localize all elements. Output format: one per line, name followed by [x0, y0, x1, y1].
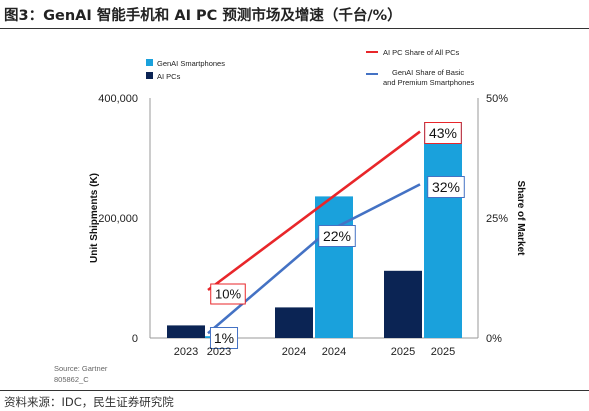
legend-label-genai-share: GenAI Share of Basic and Premium Smartpho… — [383, 68, 475, 87]
source-divider — [0, 390, 589, 391]
x-tick-label: 2023 — [174, 346, 198, 358]
data-label-box — [427, 176, 465, 198]
data-label-box — [424, 122, 462, 144]
legend-swatch-genai-smartphones — [146, 59, 153, 66]
bar-ai-pcs — [167, 325, 205, 338]
y2-axis-title: Share of Market — [515, 180, 526, 256]
y2-tick-label: 0% — [486, 333, 502, 345]
figure-source: 资料来源：IDC，民生证券研究院 — [4, 395, 174, 409]
figure-title: 图3：GenAI 智能手机和 AI PC 预测市场及增速（千台/%） — [4, 8, 402, 24]
data-label-box — [318, 225, 356, 247]
y-tick-label: 200,000 — [98, 213, 138, 225]
bar-ai-pcs — [384, 270, 422, 338]
legend: GenAI Smartphones AI PCs AI PC Share of Al… — [146, 48, 475, 87]
line-ai-pc-share — [207, 130, 421, 292]
legend-label-ai-pc-share: AI PC Share of All PCs — [383, 48, 460, 57]
x-tick-label: 2024 — [282, 346, 306, 358]
chart: 10% 43% 1% 22% 32% 0 200,000 400,000 0% 25% 50% 20… — [54, 48, 526, 384]
x-tick-label: 2025 — [431, 346, 455, 358]
bar-genai-smartphones — [315, 196, 353, 338]
data-label-box — [210, 283, 246, 305]
x-tick-label: 2024 — [322, 346, 346, 358]
bar-genai-smartphones — [424, 122, 462, 338]
legend-swatch-ai-pcs — [146, 72, 153, 79]
data-label: 43% — [429, 125, 457, 141]
data-label: 22% — [323, 228, 351, 244]
title-divider — [0, 28, 589, 29]
data-label: 32% — [432, 179, 460, 195]
legend-label-ai-pcs: AI PCs — [157, 72, 181, 81]
y-axis-title: Unit Shipments (K) — [89, 173, 100, 263]
chart-note-source: Source: Gartner — [54, 364, 108, 373]
y-tick-label: 400,000 — [98, 93, 138, 105]
legend-label-genai-smartphones: GenAI Smartphones — [157, 59, 225, 68]
x-tick-label: 2025 — [391, 346, 415, 358]
data-labels: 10% 43% 1% 22% 32% — [209, 122, 465, 349]
chart-note-id: 805862_C — [54, 375, 89, 384]
y2-tick-label: 50% — [486, 93, 508, 105]
data-label: 1% — [214, 330, 234, 346]
data-label: 10% — [215, 287, 241, 302]
data-label-box — [209, 327, 239, 349]
axes: 0 200,000 400,000 0% 25% 50% 2023 2023 2024 2024 2… — [89, 93, 526, 358]
chart-notes: Source: Gartner 805862_C — [54, 364, 108, 384]
y2-tick-label: 25% — [486, 213, 508, 225]
y-tick-label: 0 — [132, 333, 138, 345]
bar-ai-pcs — [275, 307, 313, 338]
bars — [167, 122, 462, 338]
x-tick-label: 2023 — [207, 346, 231, 358]
